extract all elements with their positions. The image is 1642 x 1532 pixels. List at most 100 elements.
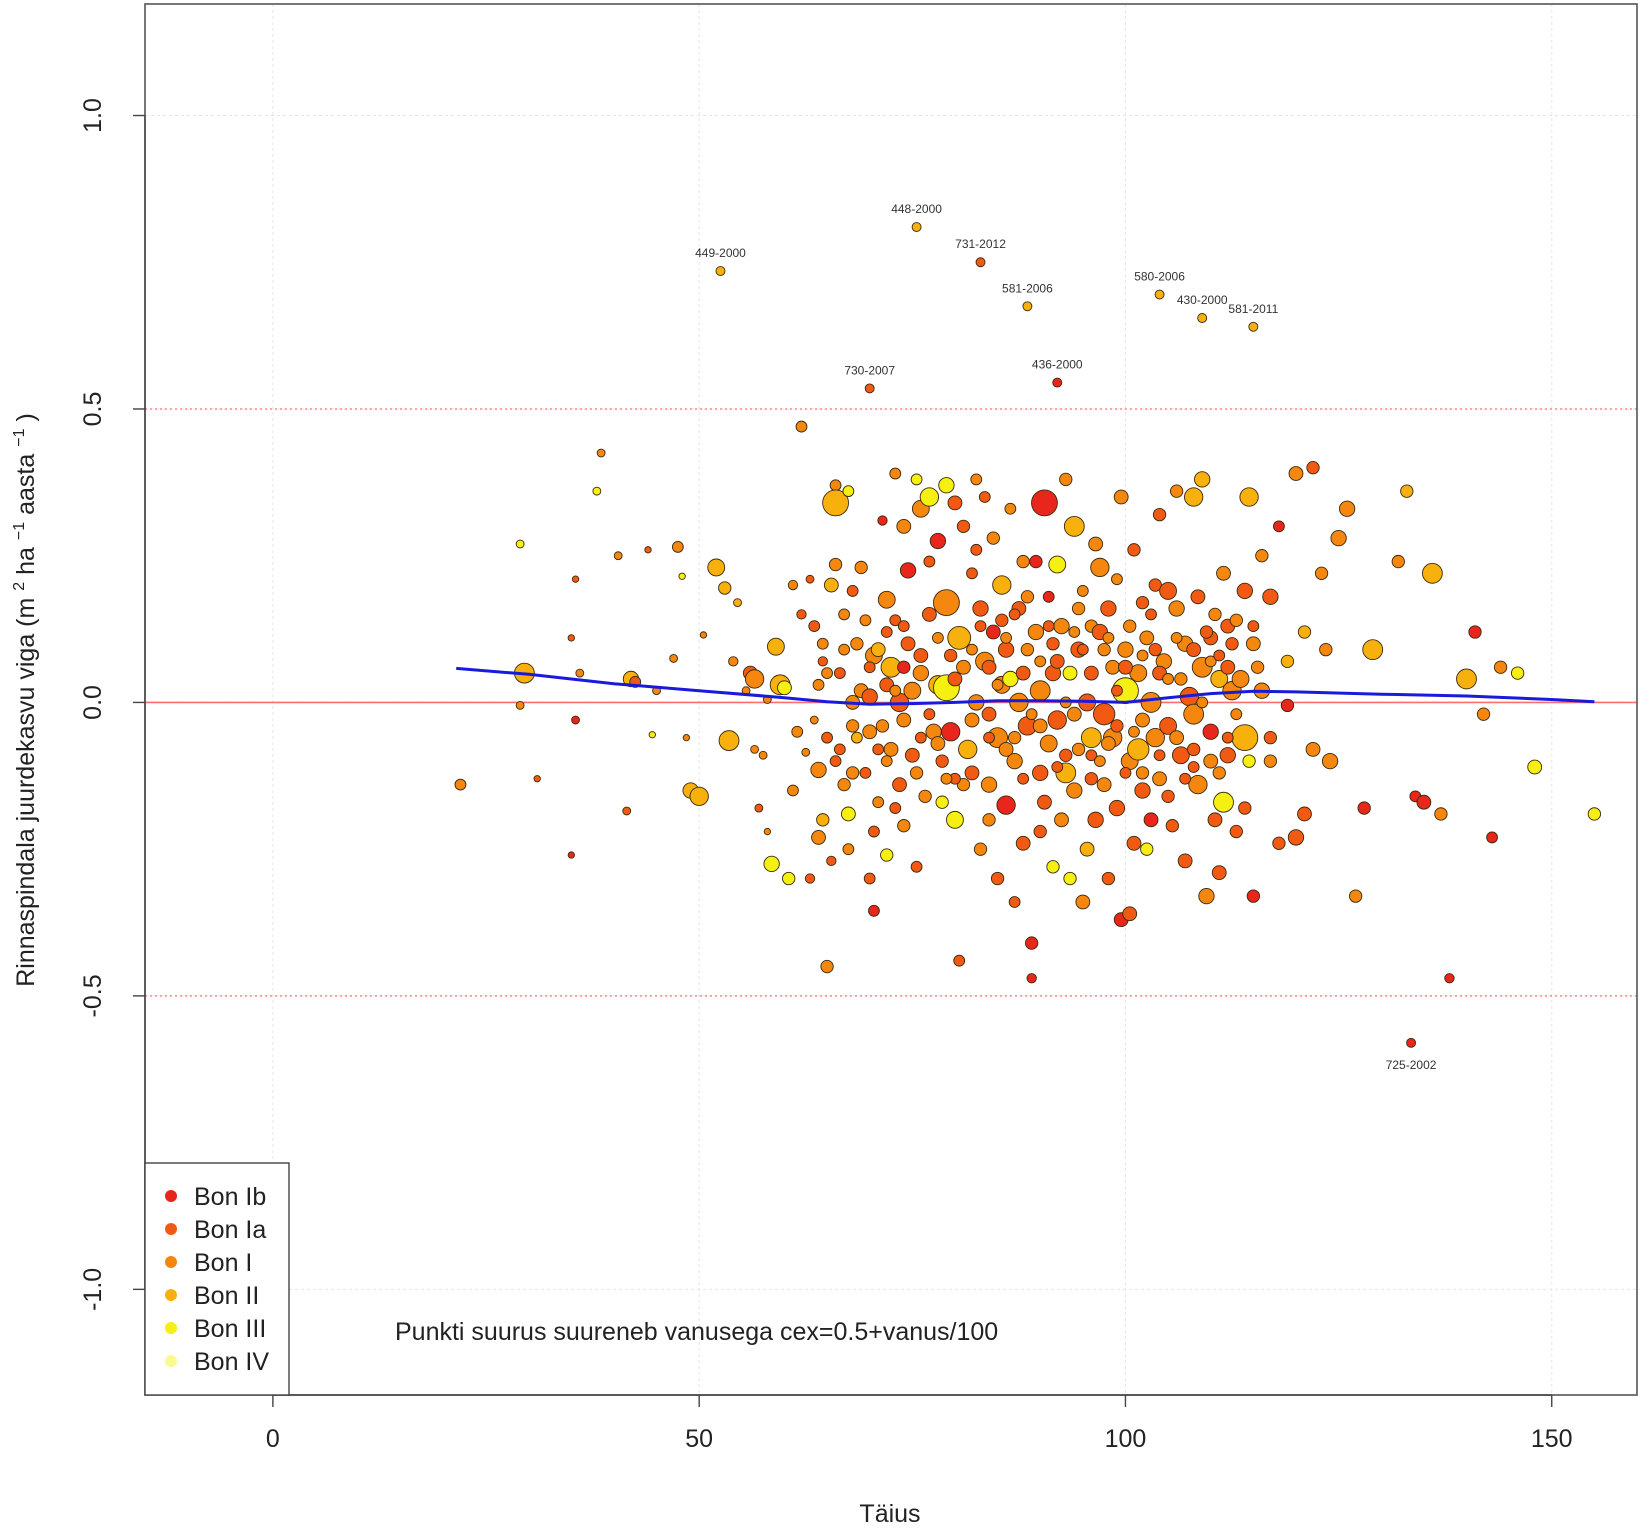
data-point bbox=[1171, 746, 1190, 765]
data-point bbox=[826, 855, 837, 867]
point-size-note: Punkti suurus suureneb vanusega cex=0.5+… bbox=[395, 1318, 998, 1346]
data-point bbox=[1122, 906, 1138, 922]
data-point bbox=[1007, 730, 1022, 745]
data-point bbox=[1247, 620, 1260, 633]
data-point bbox=[822, 489, 849, 517]
data-point bbox=[454, 778, 467, 791]
y-axis: -1.0 -0.5 0.0 0.5 1.0 bbox=[79, 98, 146, 1311]
data-point bbox=[1219, 747, 1236, 764]
data-point bbox=[1020, 642, 1035, 657]
data-point bbox=[1207, 812, 1223, 828]
data-point bbox=[1213, 649, 1226, 662]
data-point bbox=[1179, 772, 1192, 785]
data-point bbox=[875, 719, 890, 733]
x-axis-title: Täius bbox=[859, 1500, 920, 1528]
data-point bbox=[1287, 829, 1305, 846]
data-point bbox=[1033, 824, 1047, 839]
data-point bbox=[923, 555, 936, 568]
data-point bbox=[1097, 642, 1111, 657]
data-point bbox=[983, 731, 995, 744]
data-point bbox=[956, 777, 971, 792]
data-point bbox=[929, 532, 947, 550]
data-point bbox=[1042, 620, 1055, 633]
data-point bbox=[1143, 812, 1159, 828]
data-point bbox=[877, 590, 896, 609]
point-label-430-2000: 430-2000 bbox=[1177, 293, 1228, 307]
x-tick-label-3: 150 bbox=[1531, 1425, 1573, 1453]
data-point bbox=[754, 803, 764, 813]
legend-marker-bon-i bbox=[165, 1256, 177, 1268]
data-point bbox=[1148, 642, 1162, 657]
legend-label-bon-iii: Bon III bbox=[194, 1315, 266, 1343]
data-point bbox=[859, 614, 872, 627]
data-point bbox=[1250, 660, 1265, 674]
y-tick-label-2: 0.0 bbox=[79, 685, 107, 720]
data-point bbox=[1434, 807, 1448, 821]
data-point bbox=[671, 541, 684, 553]
data-point bbox=[648, 731, 656, 739]
data-point bbox=[1071, 742, 1086, 757]
data-point bbox=[1456, 668, 1477, 690]
data-point bbox=[816, 813, 830, 827]
data-point bbox=[970, 473, 983, 486]
data-point bbox=[1162, 673, 1174, 685]
data-point bbox=[1117, 641, 1134, 658]
data-point bbox=[981, 706, 997, 722]
data-point bbox=[872, 743, 885, 756]
data-point bbox=[1039, 734, 1058, 753]
x-axis: 0 50 100 150 bbox=[266, 1394, 1573, 1453]
data-point bbox=[933, 589, 960, 617]
data-point bbox=[1063, 871, 1077, 886]
legend-item-bon-iii: Bon III bbox=[165, 1315, 266, 1343]
data-point bbox=[828, 557, 843, 572]
data-point bbox=[897, 819, 911, 833]
x-tick-label-1: 50 bbox=[685, 1425, 713, 1453]
labeled-point-580-2006 bbox=[1154, 289, 1165, 300]
data-point bbox=[947, 625, 972, 650]
data-point bbox=[1238, 801, 1252, 815]
data-point bbox=[1416, 794, 1432, 810]
data-point bbox=[804, 873, 816, 884]
data-point bbox=[1032, 764, 1049, 782]
data-point bbox=[1053, 617, 1070, 635]
data-point bbox=[842, 843, 855, 856]
data-point bbox=[1203, 753, 1219, 769]
data-point bbox=[1177, 853, 1193, 869]
legend-label-bon-ii: Bon II bbox=[194, 1282, 259, 1310]
data-point bbox=[1587, 807, 1602, 821]
data-point bbox=[689, 786, 709, 806]
y-tick-label-1: -0.5 bbox=[79, 974, 107, 1017]
data-point bbox=[1242, 754, 1256, 768]
data-point bbox=[1262, 588, 1279, 605]
labeled-point-731-2012 bbox=[975, 257, 986, 268]
legend-item-bon-ii: Bon II bbox=[165, 1282, 259, 1310]
data-point bbox=[840, 806, 856, 822]
data-point bbox=[1288, 466, 1304, 481]
data-point bbox=[1362, 639, 1384, 661]
data-point bbox=[910, 860, 923, 873]
legend-item-bon-ia: Bon Ia bbox=[165, 1216, 266, 1244]
data-point bbox=[1020, 590, 1035, 604]
data-point bbox=[842, 485, 855, 498]
data-point bbox=[1015, 835, 1031, 851]
point-label-731-2012: 731-2012 bbox=[955, 237, 1006, 251]
legend-marker-bon-ia bbox=[165, 1223, 177, 1235]
data-point bbox=[903, 681, 922, 700]
data-point bbox=[1026, 973, 1037, 984]
data-point bbox=[1263, 730, 1278, 745]
data-point bbox=[644, 546, 652, 554]
data-point bbox=[1246, 889, 1260, 903]
data-point bbox=[892, 777, 907, 793]
data-point bbox=[1016, 554, 1030, 569]
legend-marker-bon-ib bbox=[165, 1190, 177, 1202]
data-point bbox=[1187, 761, 1200, 773]
data-point bbox=[909, 766, 924, 780]
data-point bbox=[1135, 712, 1150, 728]
data-point bbox=[899, 562, 917, 579]
legend: Bon Ib Bon Ia Bon I Bon II Bon III Bon I… bbox=[144, 1162, 290, 1396]
y-axis-unit-sup1: 2 bbox=[11, 582, 28, 591]
x-tick-label-0: 0 bbox=[266, 1425, 280, 1453]
data-point bbox=[1000, 631, 1012, 644]
data-point bbox=[750, 744, 759, 754]
data-point bbox=[935, 795, 949, 809]
